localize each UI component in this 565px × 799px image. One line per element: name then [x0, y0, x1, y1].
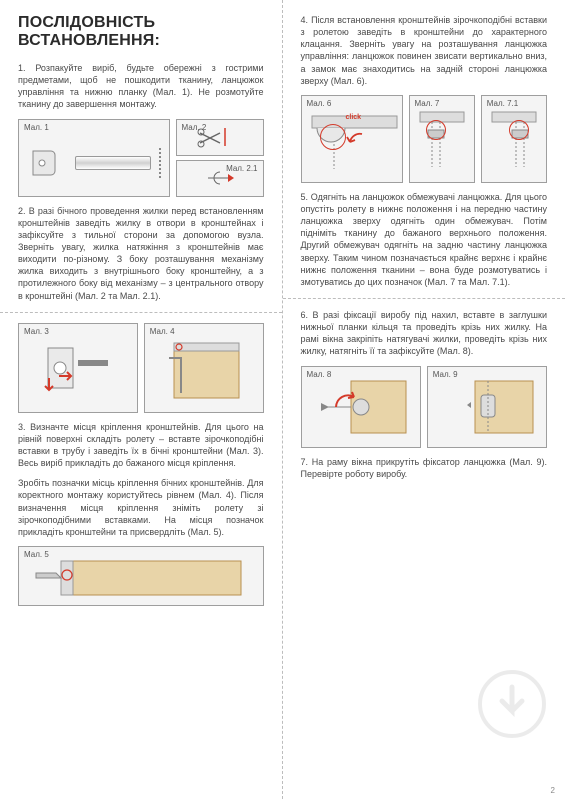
arrow-icon: [57, 366, 77, 386]
step-1-text: 1. Розпакуйте виріб, будьте обережні з г…: [18, 62, 264, 111]
right-column: 4. Після встановлення кронштейнів зірочк…: [283, 0, 565, 799]
drill-frame-icon: [31, 553, 251, 599]
figure-2-label: Мал. 2: [182, 123, 207, 132]
figure-row-4: Мал. 6 click Мал. 7: [301, 95, 548, 183]
step-6-text: 6. В разі фіксації виробу під нахил, вст…: [301, 309, 548, 358]
instruction-page: ПОСЛІДОВНІСТЬ ВСТАНОВЛЕННЯ: 1. Розпакуйт…: [0, 0, 565, 799]
figure-5: Мал. 5: [18, 546, 264, 606]
left-divider: [0, 312, 282, 313]
step-7-text: 7. На раму вікна прикрутіть фіксатор лан…: [301, 456, 548, 480]
figure-4: Мал. 4: [144, 323, 264, 413]
figure-8: Мал. 8: [301, 366, 421, 448]
right-divider: [283, 298, 565, 299]
figure-9-label: Мал. 9: [433, 370, 458, 379]
figure-4-label: Мал. 4: [150, 327, 175, 336]
figure-2-1-label: Мал. 2.1: [226, 164, 257, 173]
frame-level-icon: [159, 333, 249, 403]
figure-1-label: Мал. 1: [24, 123, 49, 132]
step-4-text: 4. Після встановлення кронштейнів зірочк…: [301, 14, 548, 87]
left-column: ПОСЛІДОВНІСТЬ ВСТАНОВЛЕННЯ: 1. Розпакуйт…: [0, 0, 283, 799]
curved-arrow-icon: [332, 387, 360, 415]
chain-fixer-icon: [437, 375, 537, 439]
arrow-icon: [39, 376, 59, 396]
figure-5-label: Мал. 5: [24, 550, 49, 559]
figure-7: Мал. 7: [409, 95, 475, 183]
page-number: 2: [551, 786, 555, 795]
figure-2: Мал. 2: [176, 119, 264, 156]
figure-6: Мал. 6 click: [301, 95, 403, 183]
step-2-text: 2. В разі бічного проведення жилки перед…: [18, 205, 264, 302]
click-label: click: [346, 114, 362, 121]
figure-row-2: Мал. 3 Мал. 4: [18, 323, 264, 413]
highlight-circle-icon: [509, 120, 529, 140]
figure-row-3: Мал. 5: [18, 546, 264, 606]
figure-1: Мал. 1: [18, 119, 170, 197]
figure-2-1: Мал. 2.1: [176, 160, 264, 197]
figure-3: Мал. 3: [18, 323, 138, 413]
figure-row-1: Мал. 1 Мал. 2 Мал. 2.1: [18, 119, 264, 197]
arrow-icon: [346, 130, 366, 150]
highlight-circle-icon: [320, 124, 346, 150]
tensioner-icon: [311, 375, 411, 439]
watermark-icon: [477, 669, 547, 739]
step-3b-text: Зробіть позначки місць кріплення бічних …: [18, 477, 264, 538]
step-3a-text: 3. Визначте місця кріплення кронштейнів.…: [18, 421, 264, 470]
limiter-front-icon: [414, 104, 470, 174]
figure-7-1: Мал. 7.1: [481, 95, 547, 183]
figure-9: Мал. 9: [427, 366, 547, 448]
highlight-circle-icon: [426, 120, 446, 140]
page-title: ПОСЛІДОВНІСТЬ ВСТАНОВЛЕННЯ:: [18, 14, 264, 50]
step-5-text: 5. Одягніть на ланцюжок обмежувачі ланцю…: [301, 191, 548, 288]
bracket-icon: [27, 143, 67, 183]
figure-row-5: Мал. 8 Мал. 9: [301, 366, 548, 448]
